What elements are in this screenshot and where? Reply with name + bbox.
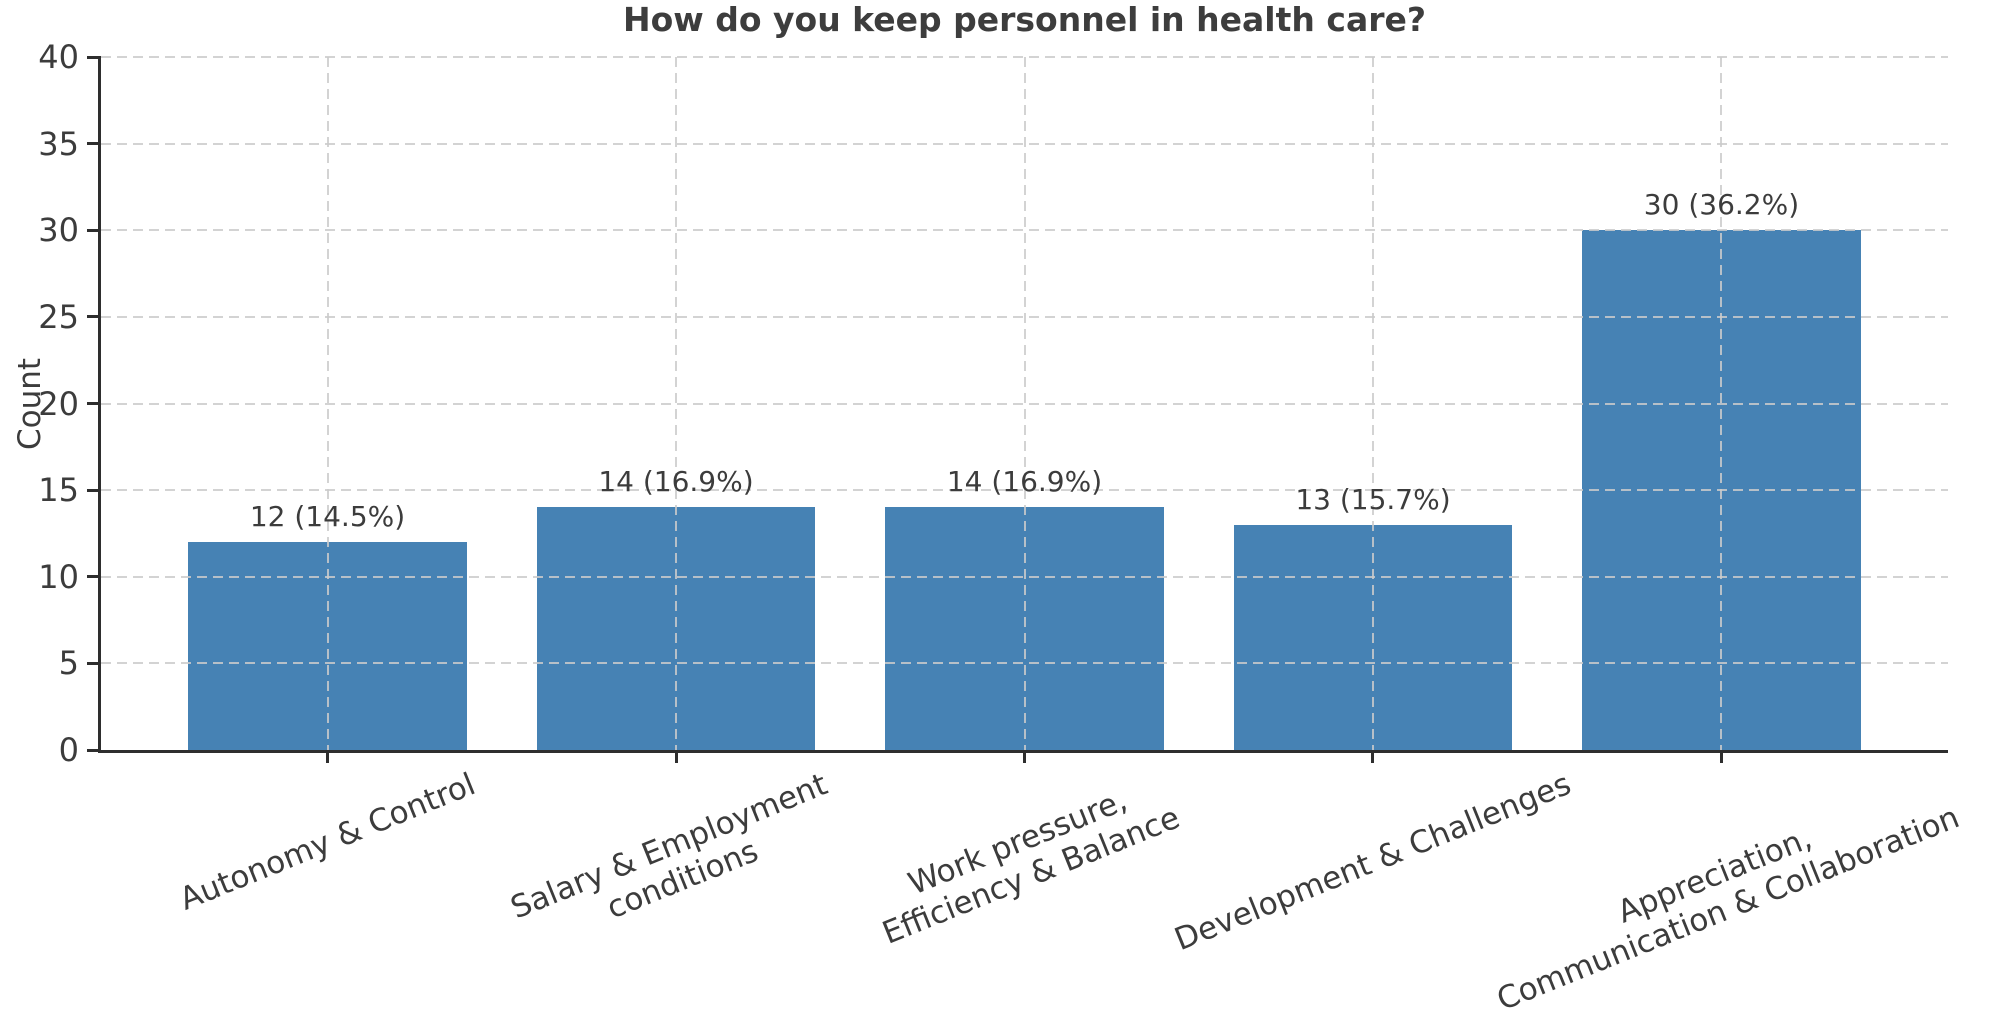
x-axis-spine	[98, 750, 1948, 753]
bar-value-label: 13 (15.7%)	[1295, 482, 1451, 516]
y-tick	[87, 55, 101, 59]
x-tick	[1719, 750, 1723, 763]
y-tick-label: 30	[38, 211, 79, 250]
x-tick	[1371, 750, 1375, 763]
y-tick-label: 0	[58, 731, 79, 769]
y-tick	[87, 402, 101, 405]
y-tick-label: 5	[58, 644, 79, 683]
x-axis-label: Development & Challenges	[1169, 766, 1577, 959]
bar-value-label: 30 (36.2%)	[1643, 188, 1800, 222]
y-tick	[87, 661, 101, 665]
y-tick	[87, 228, 101, 232]
y-tick	[87, 142, 101, 146]
x-axis-label: Salary & Employment conditions	[505, 766, 833, 926]
x-axis-label: Autonomy & Control	[174, 765, 481, 918]
y-tick	[87, 748, 101, 752]
y-tick	[87, 575, 101, 579]
y-tick-label: 25	[38, 297, 79, 336]
y-axis-spine	[98, 57, 101, 753]
bar-value-label: 12 (14.5%)	[249, 500, 406, 534]
bar-value-label: 14 (16.9%)	[598, 465, 754, 499]
x-tick	[326, 750, 330, 763]
bar-value-label: 14 (16.9%)	[946, 465, 1103, 499]
x-axis-label: Work pressure, Efficiency & Balance	[877, 781, 1185, 952]
y-tick-label: 10	[38, 557, 79, 596]
x-tick	[674, 750, 678, 763]
y-tick-label: 40	[38, 38, 79, 76]
y-tick	[87, 315, 101, 319]
chart-title: How do you keep personnel in health care…	[622, 0, 1427, 39]
gridline-v	[675, 57, 677, 750]
gridline-v	[326, 57, 329, 750]
gridline-v	[1371, 57, 1374, 750]
gridline-v	[1720, 57, 1723, 750]
y-tick	[87, 488, 101, 492]
x-tick	[1023, 750, 1026, 763]
y-tick-label: 20	[38, 384, 79, 423]
y-tick-label: 15	[38, 471, 79, 510]
gridline-v	[1023, 57, 1026, 750]
y-tick-label: 35	[38, 124, 79, 163]
